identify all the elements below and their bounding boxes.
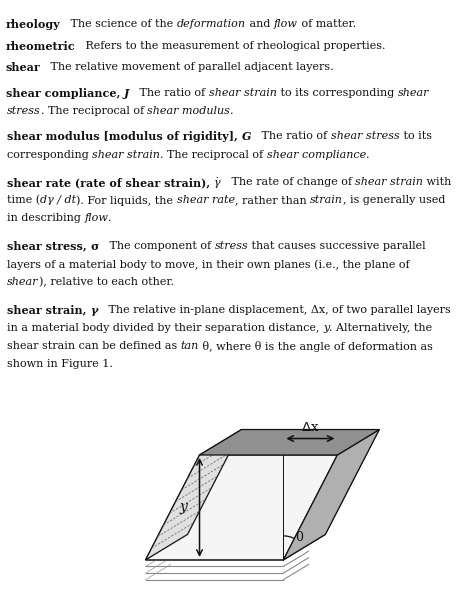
Text: shear modulus [modulus of rigidity],: shear modulus [modulus of rigidity], <box>7 131 242 142</box>
Text: shear strain: shear strain <box>355 177 423 187</box>
Text: The relative in-plane displacement, Δx, of two parallel layers: The relative in-plane displacement, Δx, … <box>98 305 451 314</box>
Text: .: . <box>366 150 370 159</box>
Text: shear: shear <box>6 62 40 73</box>
Text: ). For liquids, the: ). For liquids, the <box>76 195 177 206</box>
Text: corresponding: corresponding <box>7 150 92 159</box>
Text: , rather than: , rather than <box>235 195 310 205</box>
Text: shear compliance: shear compliance <box>267 150 366 159</box>
Text: to its: to its <box>400 131 432 141</box>
Text: of matter.: of matter. <box>298 19 356 29</box>
Text: shear stress: shear stress <box>331 131 400 141</box>
Text: shear: shear <box>7 277 38 287</box>
Text: The relative movement of parallel adjacent layers.: The relative movement of parallel adjace… <box>40 62 334 72</box>
Text: and: and <box>246 19 274 29</box>
Text: shear compliance,: shear compliance, <box>6 88 124 98</box>
Text: shear: shear <box>397 88 429 97</box>
Text: J: J <box>124 88 129 98</box>
Text: Refers to the measurement of rheological properties.: Refers to the measurement of rheological… <box>75 41 386 50</box>
Text: stress: stress <box>7 106 41 116</box>
Text: shown in Figure 1.: shown in Figure 1. <box>7 359 113 369</box>
Text: . Alternatively, the: . Alternatively, the <box>329 323 432 333</box>
Text: The science of the: The science of the <box>61 19 177 29</box>
Text: shear rate (rate of shear strain),: shear rate (rate of shear strain), <box>7 177 214 188</box>
Text: , is generally used: , is generally used <box>343 195 446 205</box>
Text: shear strain can be defined as: shear strain can be defined as <box>7 341 181 351</box>
Text: G: G <box>242 131 251 142</box>
Text: shear modulus: shear modulus <box>147 106 230 116</box>
Polygon shape <box>146 534 325 560</box>
Text: The ratio of: The ratio of <box>251 131 331 141</box>
Text: to its corresponding: to its corresponding <box>277 88 397 97</box>
Text: $\Delta$x: $\Delta$x <box>301 421 319 434</box>
Text: γ: γ <box>91 305 98 316</box>
Text: flow: flow <box>84 213 109 223</box>
Text: tan: tan <box>181 341 199 351</box>
Text: with: with <box>423 177 451 187</box>
Text: deformation: deformation <box>177 19 246 29</box>
Text: ), relative to each other.: ), relative to each other. <box>38 277 173 288</box>
Polygon shape <box>146 455 337 560</box>
Text: dγ / dt: dγ / dt <box>40 195 76 205</box>
Text: The ratio of: The ratio of <box>129 88 209 97</box>
Text: in a material body divided by their separation distance,: in a material body divided by their sepa… <box>7 323 323 333</box>
Text: flow: flow <box>274 19 298 29</box>
Polygon shape <box>146 429 241 560</box>
Text: shear strain,: shear strain, <box>7 305 91 316</box>
Text: y: y <box>180 500 188 514</box>
Text: σ: σ <box>91 241 99 252</box>
Polygon shape <box>200 429 379 455</box>
Text: rheometric: rheometric <box>6 41 75 52</box>
Text: in describing: in describing <box>7 213 84 223</box>
Text: The rate of change of: The rate of change of <box>221 177 355 187</box>
Text: . The reciprocal of: . The reciprocal of <box>41 106 147 116</box>
Text: .: . <box>109 213 112 223</box>
Text: shear strain: shear strain <box>209 88 277 97</box>
Text: shear stress,: shear stress, <box>7 241 91 252</box>
Text: γ̇: γ̇ <box>214 177 221 188</box>
Text: . The reciprocal of: . The reciprocal of <box>160 150 267 159</box>
Text: that causes successive parallel: that causes successive parallel <box>248 241 426 250</box>
Text: rheology: rheology <box>6 19 61 30</box>
Text: shear rate: shear rate <box>177 195 235 205</box>
Text: The component of: The component of <box>99 241 215 250</box>
Text: time (: time ( <box>7 195 40 206</box>
Text: layers of a material body to move, in their own planes (i.e., the plane of: layers of a material body to move, in th… <box>7 259 410 269</box>
Text: strain: strain <box>310 195 343 205</box>
Text: .: . <box>230 106 234 116</box>
Polygon shape <box>283 429 379 560</box>
Text: stress: stress <box>215 241 248 250</box>
Text: y: y <box>323 323 329 333</box>
Text: θ, where θ is the angle of deformation as: θ, where θ is the angle of deformation a… <box>199 341 433 352</box>
Text: shear strain: shear strain <box>92 150 160 159</box>
Text: 0: 0 <box>295 531 303 544</box>
